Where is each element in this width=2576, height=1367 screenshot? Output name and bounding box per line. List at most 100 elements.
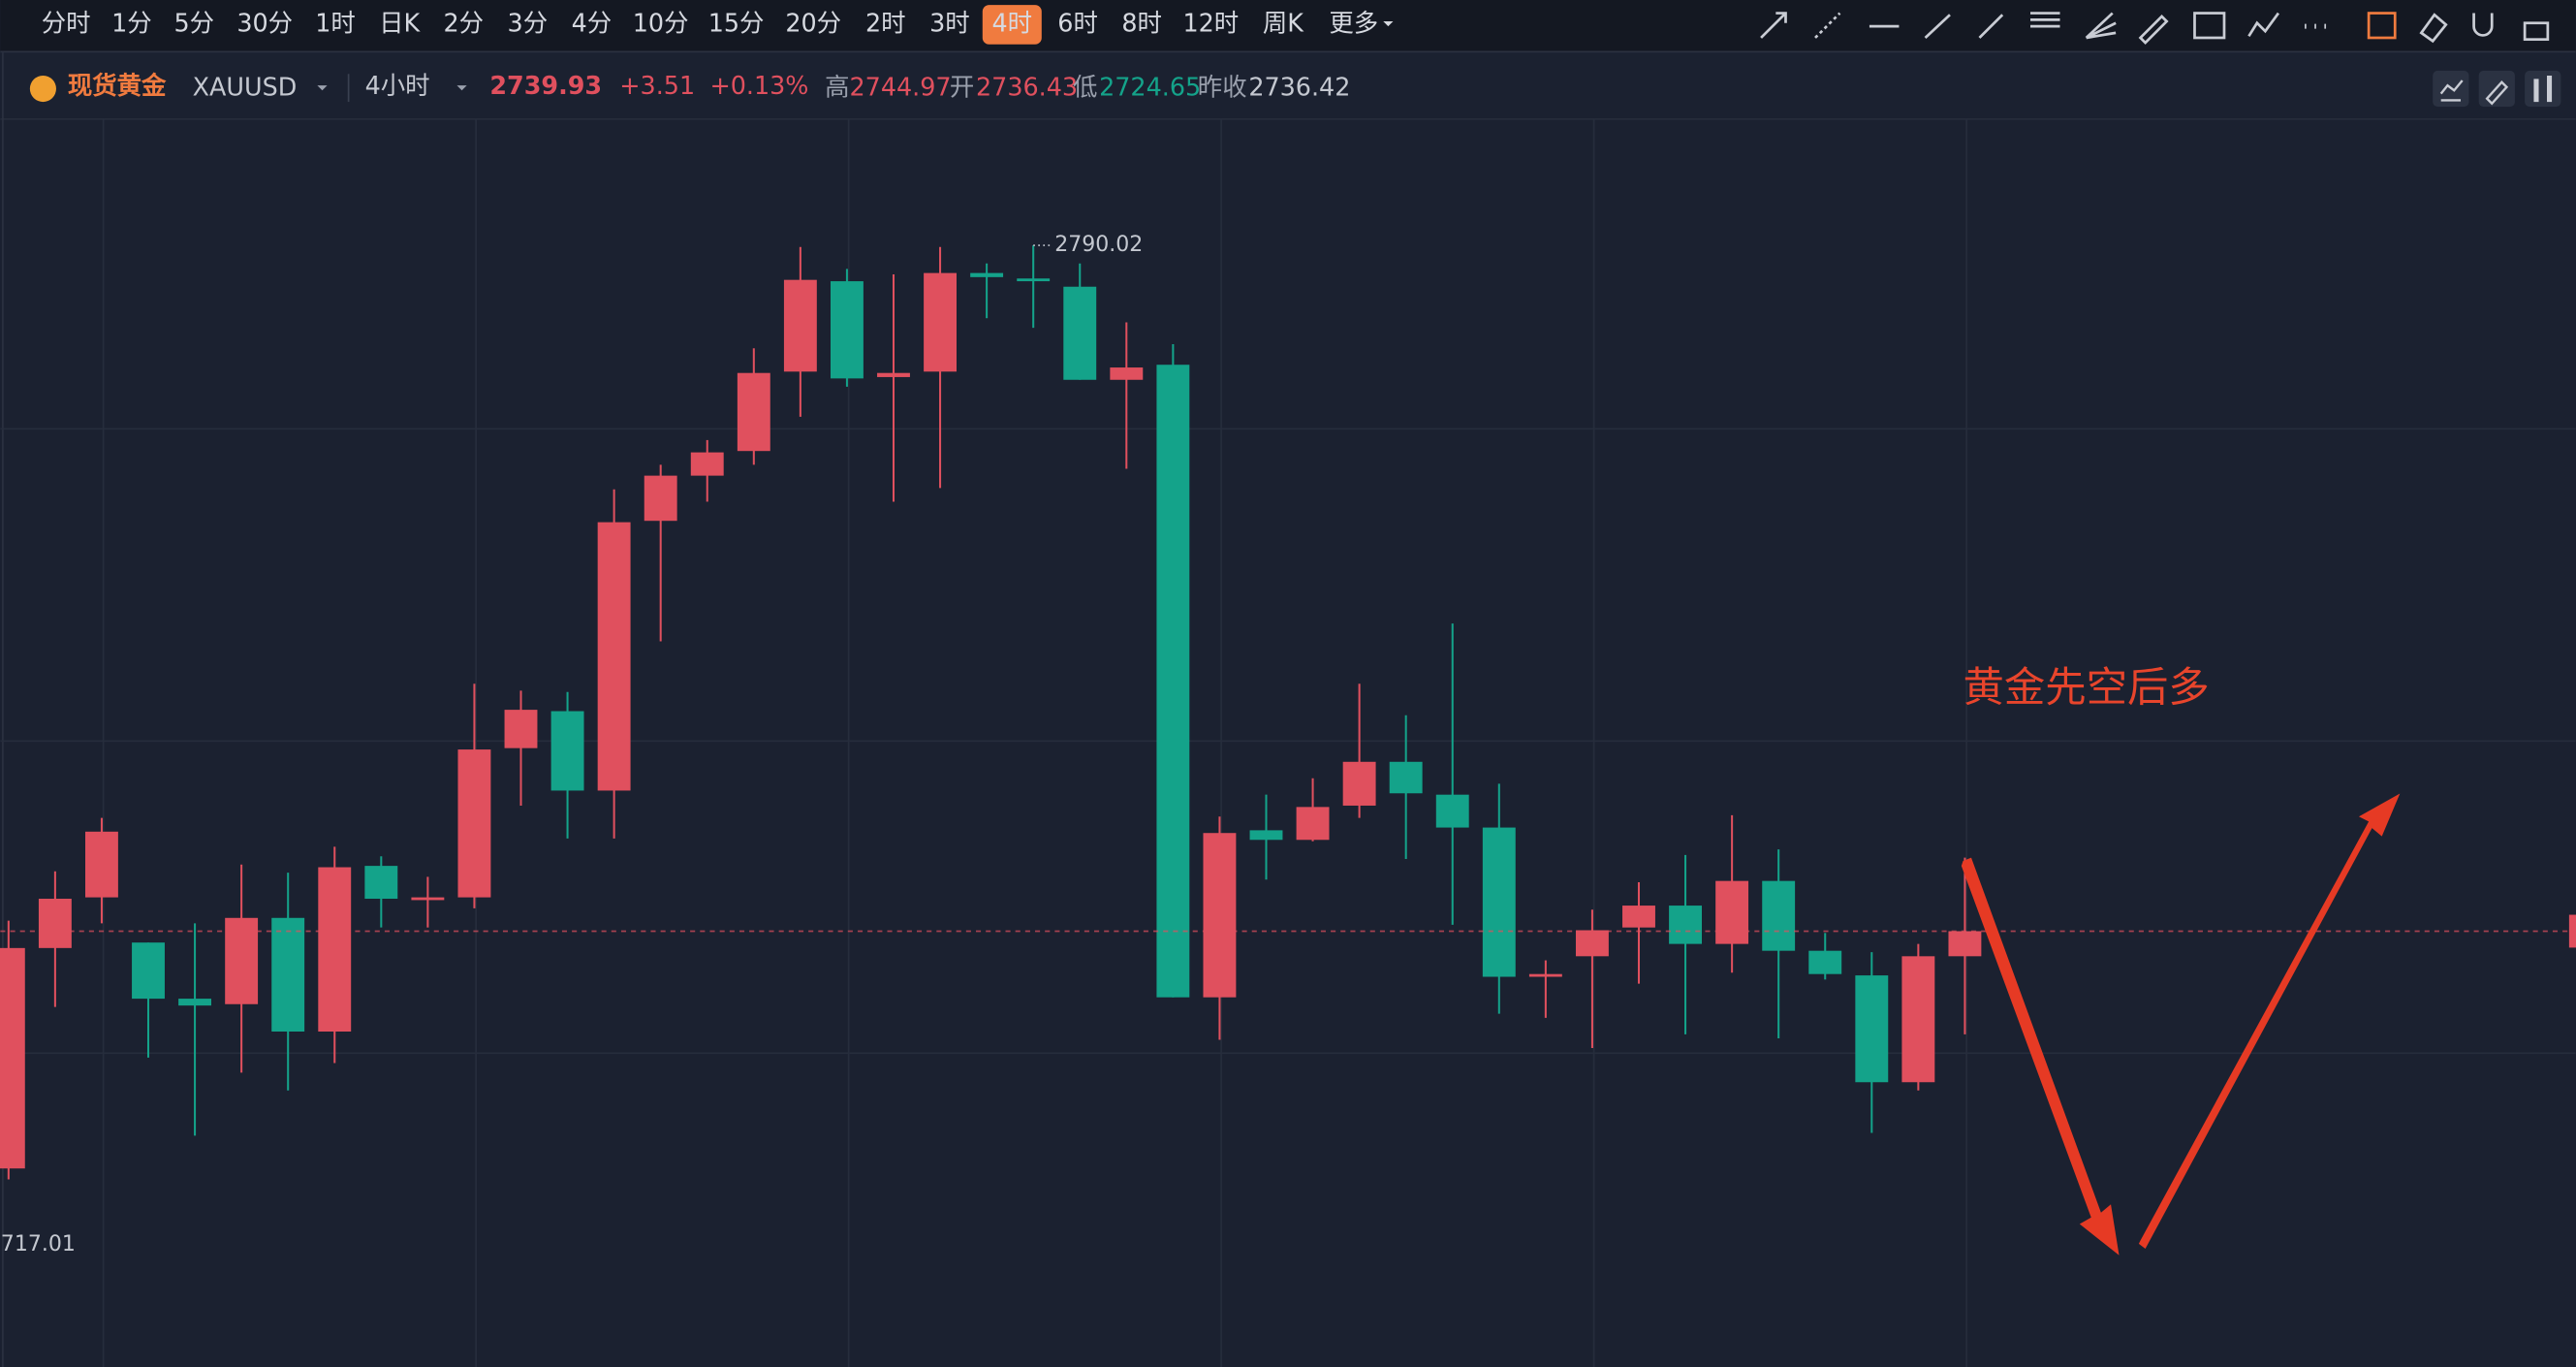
candle-body xyxy=(550,711,584,791)
candle-body xyxy=(830,281,864,379)
candle-body xyxy=(644,475,677,522)
candle-body xyxy=(364,866,398,900)
candle-body xyxy=(1110,367,1144,380)
interval-button[interactable]: 2时 xyxy=(865,8,906,37)
candle-body xyxy=(132,942,165,1000)
interval-button[interactable]: 15分 xyxy=(708,8,765,37)
interval-button[interactable]: 周K xyxy=(1263,8,1304,37)
interval-button[interactable]: 4分 xyxy=(572,8,613,37)
interval-button[interactable]: 6时 xyxy=(1057,8,1098,37)
candle-body xyxy=(1808,950,1842,974)
tool-arrow[interactable] xyxy=(1760,12,1787,39)
candle-body xyxy=(1715,880,1749,944)
candle-body xyxy=(1203,833,1237,998)
candle-body xyxy=(783,279,817,372)
interval-button[interactable]: 12时 xyxy=(1182,8,1239,37)
button[interactable] xyxy=(2525,70,2561,108)
candle-body xyxy=(1622,906,1655,928)
interval-button[interactable]: 30分 xyxy=(236,8,293,37)
candle-body xyxy=(1948,931,1982,957)
caret xyxy=(1383,21,1394,27)
symbol-code[interactable]: XAUUSD xyxy=(193,73,298,102)
interval-button[interactable]: 分时 xyxy=(42,8,91,37)
candle-body xyxy=(1017,278,1051,282)
icon xyxy=(2439,79,2464,102)
candle-body xyxy=(877,372,910,377)
candle-body xyxy=(1296,807,1330,841)
candle-body xyxy=(1901,956,1935,1083)
tool-line[interactable] xyxy=(1978,14,2004,39)
interval-button[interactable]: 4时 xyxy=(991,8,1032,37)
tool-image[interactable] xyxy=(2193,12,2226,40)
price: 2739.93 xyxy=(489,71,602,100)
interval-button[interactable]: 1分 xyxy=(111,8,152,37)
tool-edit[interactable] xyxy=(2367,12,2397,40)
more-button[interactable]: 更多 xyxy=(1329,8,1378,37)
candle-body xyxy=(1156,365,1190,998)
candle-body xyxy=(0,947,25,1169)
candle-body xyxy=(690,452,724,476)
candle-body xyxy=(970,272,1004,277)
chart-buttons xyxy=(2433,70,2561,108)
icon xyxy=(2485,80,2509,106)
candle-body xyxy=(1063,286,1097,380)
candle-body xyxy=(1249,830,1283,841)
interval-button[interactable]: 3分 xyxy=(508,8,549,37)
tool-pen[interactable] xyxy=(2138,15,2169,45)
tool-segment[interactable] xyxy=(1924,14,1951,39)
candle-body xyxy=(1482,827,1516,977)
candle-body xyxy=(84,831,118,898)
symbol-name[interactable]: 现货黄金 xyxy=(68,71,167,100)
candle-body xyxy=(1389,761,1423,794)
interval-bar: 分时 1分 5分 30分 1时 日K 2分 3分 4分 10分 15分 20分 2时 3时 4时 6时 8时 12… xyxy=(42,5,1304,45)
candle-body xyxy=(1855,975,1889,1083)
high: 2744.97 xyxy=(850,73,952,102)
candle-body xyxy=(318,867,352,1032)
candle-body xyxy=(504,710,538,748)
interval-button[interactable]: 日K xyxy=(379,8,421,37)
prev-close-label: 昨收 xyxy=(1198,73,1247,102)
candle-body xyxy=(1342,761,1376,806)
tool-eraser[interactable] xyxy=(2419,13,2448,44)
period[interactable]: 4小时 xyxy=(365,71,430,100)
annotation-arrows xyxy=(1961,793,2401,1256)
tool-icons xyxy=(1760,12,2550,45)
open: 2736.43 xyxy=(976,73,1078,102)
interval-button[interactable]: 5分 xyxy=(174,8,215,37)
interval-button[interactable]: 20分 xyxy=(785,8,841,37)
tool-fan[interactable] xyxy=(2085,12,2117,40)
candle-body xyxy=(225,917,259,1004)
candle-body xyxy=(457,749,491,898)
tool-trend[interactable] xyxy=(2247,12,2280,38)
interval-button[interactable]: 8时 xyxy=(1121,8,1162,37)
change-pct: +0.13% xyxy=(709,71,808,100)
max-marker-label: 2790.02 xyxy=(1054,233,1143,257)
high-label: 高 xyxy=(825,73,849,102)
tool-fib[interactable] xyxy=(2030,12,2060,28)
candle-body xyxy=(1575,930,1609,957)
tool-lock[interactable] xyxy=(2523,21,2550,42)
interval-button[interactable]: 10分 xyxy=(633,8,689,37)
change: +3.51 xyxy=(619,71,695,100)
icon xyxy=(2533,75,2553,103)
current-price-tag xyxy=(2568,914,2576,948)
interval-button[interactable]: 3时 xyxy=(929,8,970,37)
open-label: 开 xyxy=(950,73,974,102)
low-label: 低 xyxy=(1073,73,1097,102)
candle-body xyxy=(597,522,631,791)
candle-body xyxy=(924,272,958,372)
interval-button[interactable]: 2分 xyxy=(443,8,484,37)
interval-button[interactable]: 1时 xyxy=(315,8,356,37)
arrow-up xyxy=(2138,793,2401,1249)
candle-body xyxy=(1762,880,1796,951)
annotation: 黄金先空后多 xyxy=(1963,663,2210,711)
prev-close: 2736.42 xyxy=(1248,73,1350,102)
tool-magnet[interactable] xyxy=(2472,13,2494,37)
candle-body xyxy=(411,897,445,901)
low: 2724.65 xyxy=(1099,73,1201,102)
tool-ray[interactable] xyxy=(1814,12,1841,39)
caret xyxy=(317,85,328,91)
candle-body xyxy=(271,917,305,1032)
